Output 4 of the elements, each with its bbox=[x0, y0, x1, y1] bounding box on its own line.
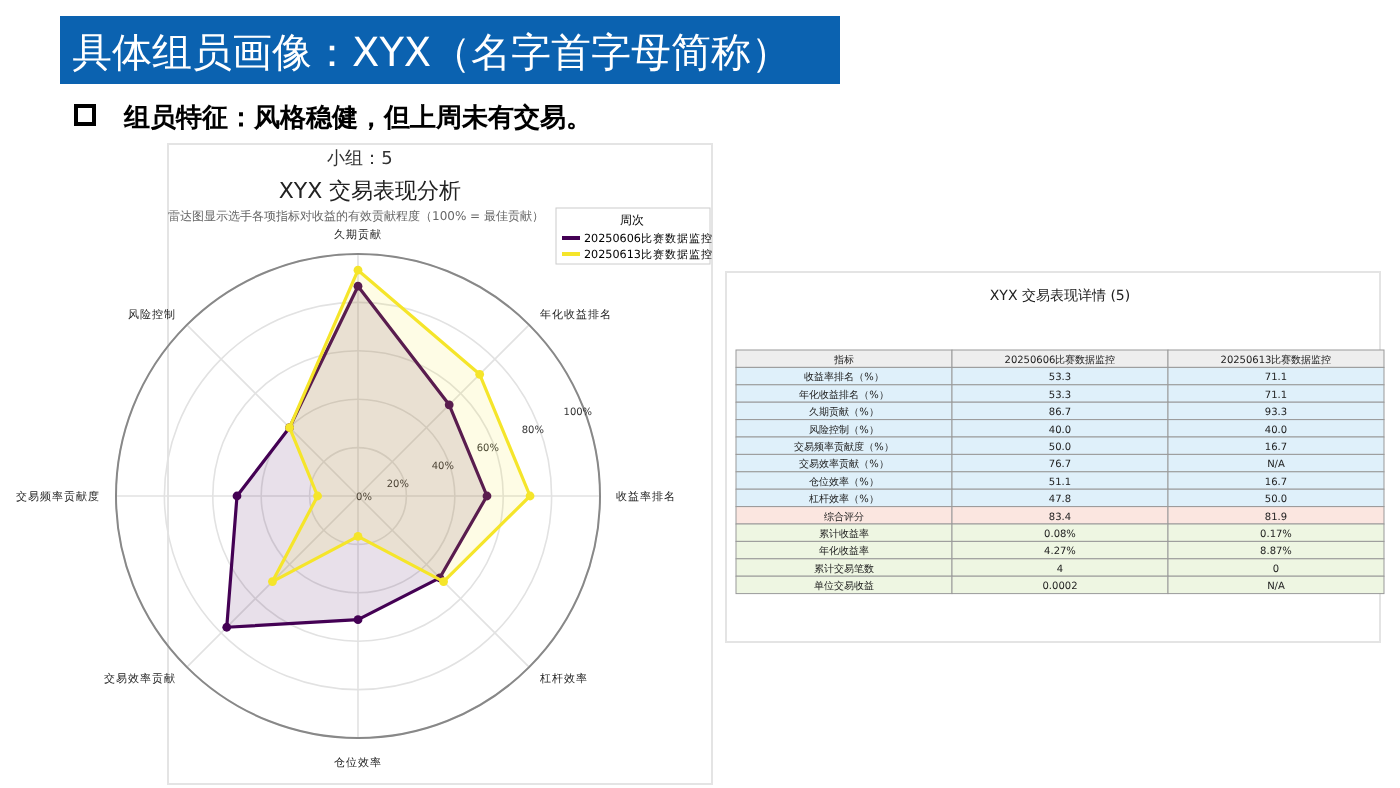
text: 小组：5 bbox=[327, 148, 393, 170]
text: 具体组员画像：XYX（名字首字母简称） bbox=[72, 28, 792, 76]
chart-title: XYX 交易表现分析 bbox=[278, 178, 462, 204]
text: 组员特征：风格稳健，但上周未有交易。 bbox=[122, 102, 592, 134]
